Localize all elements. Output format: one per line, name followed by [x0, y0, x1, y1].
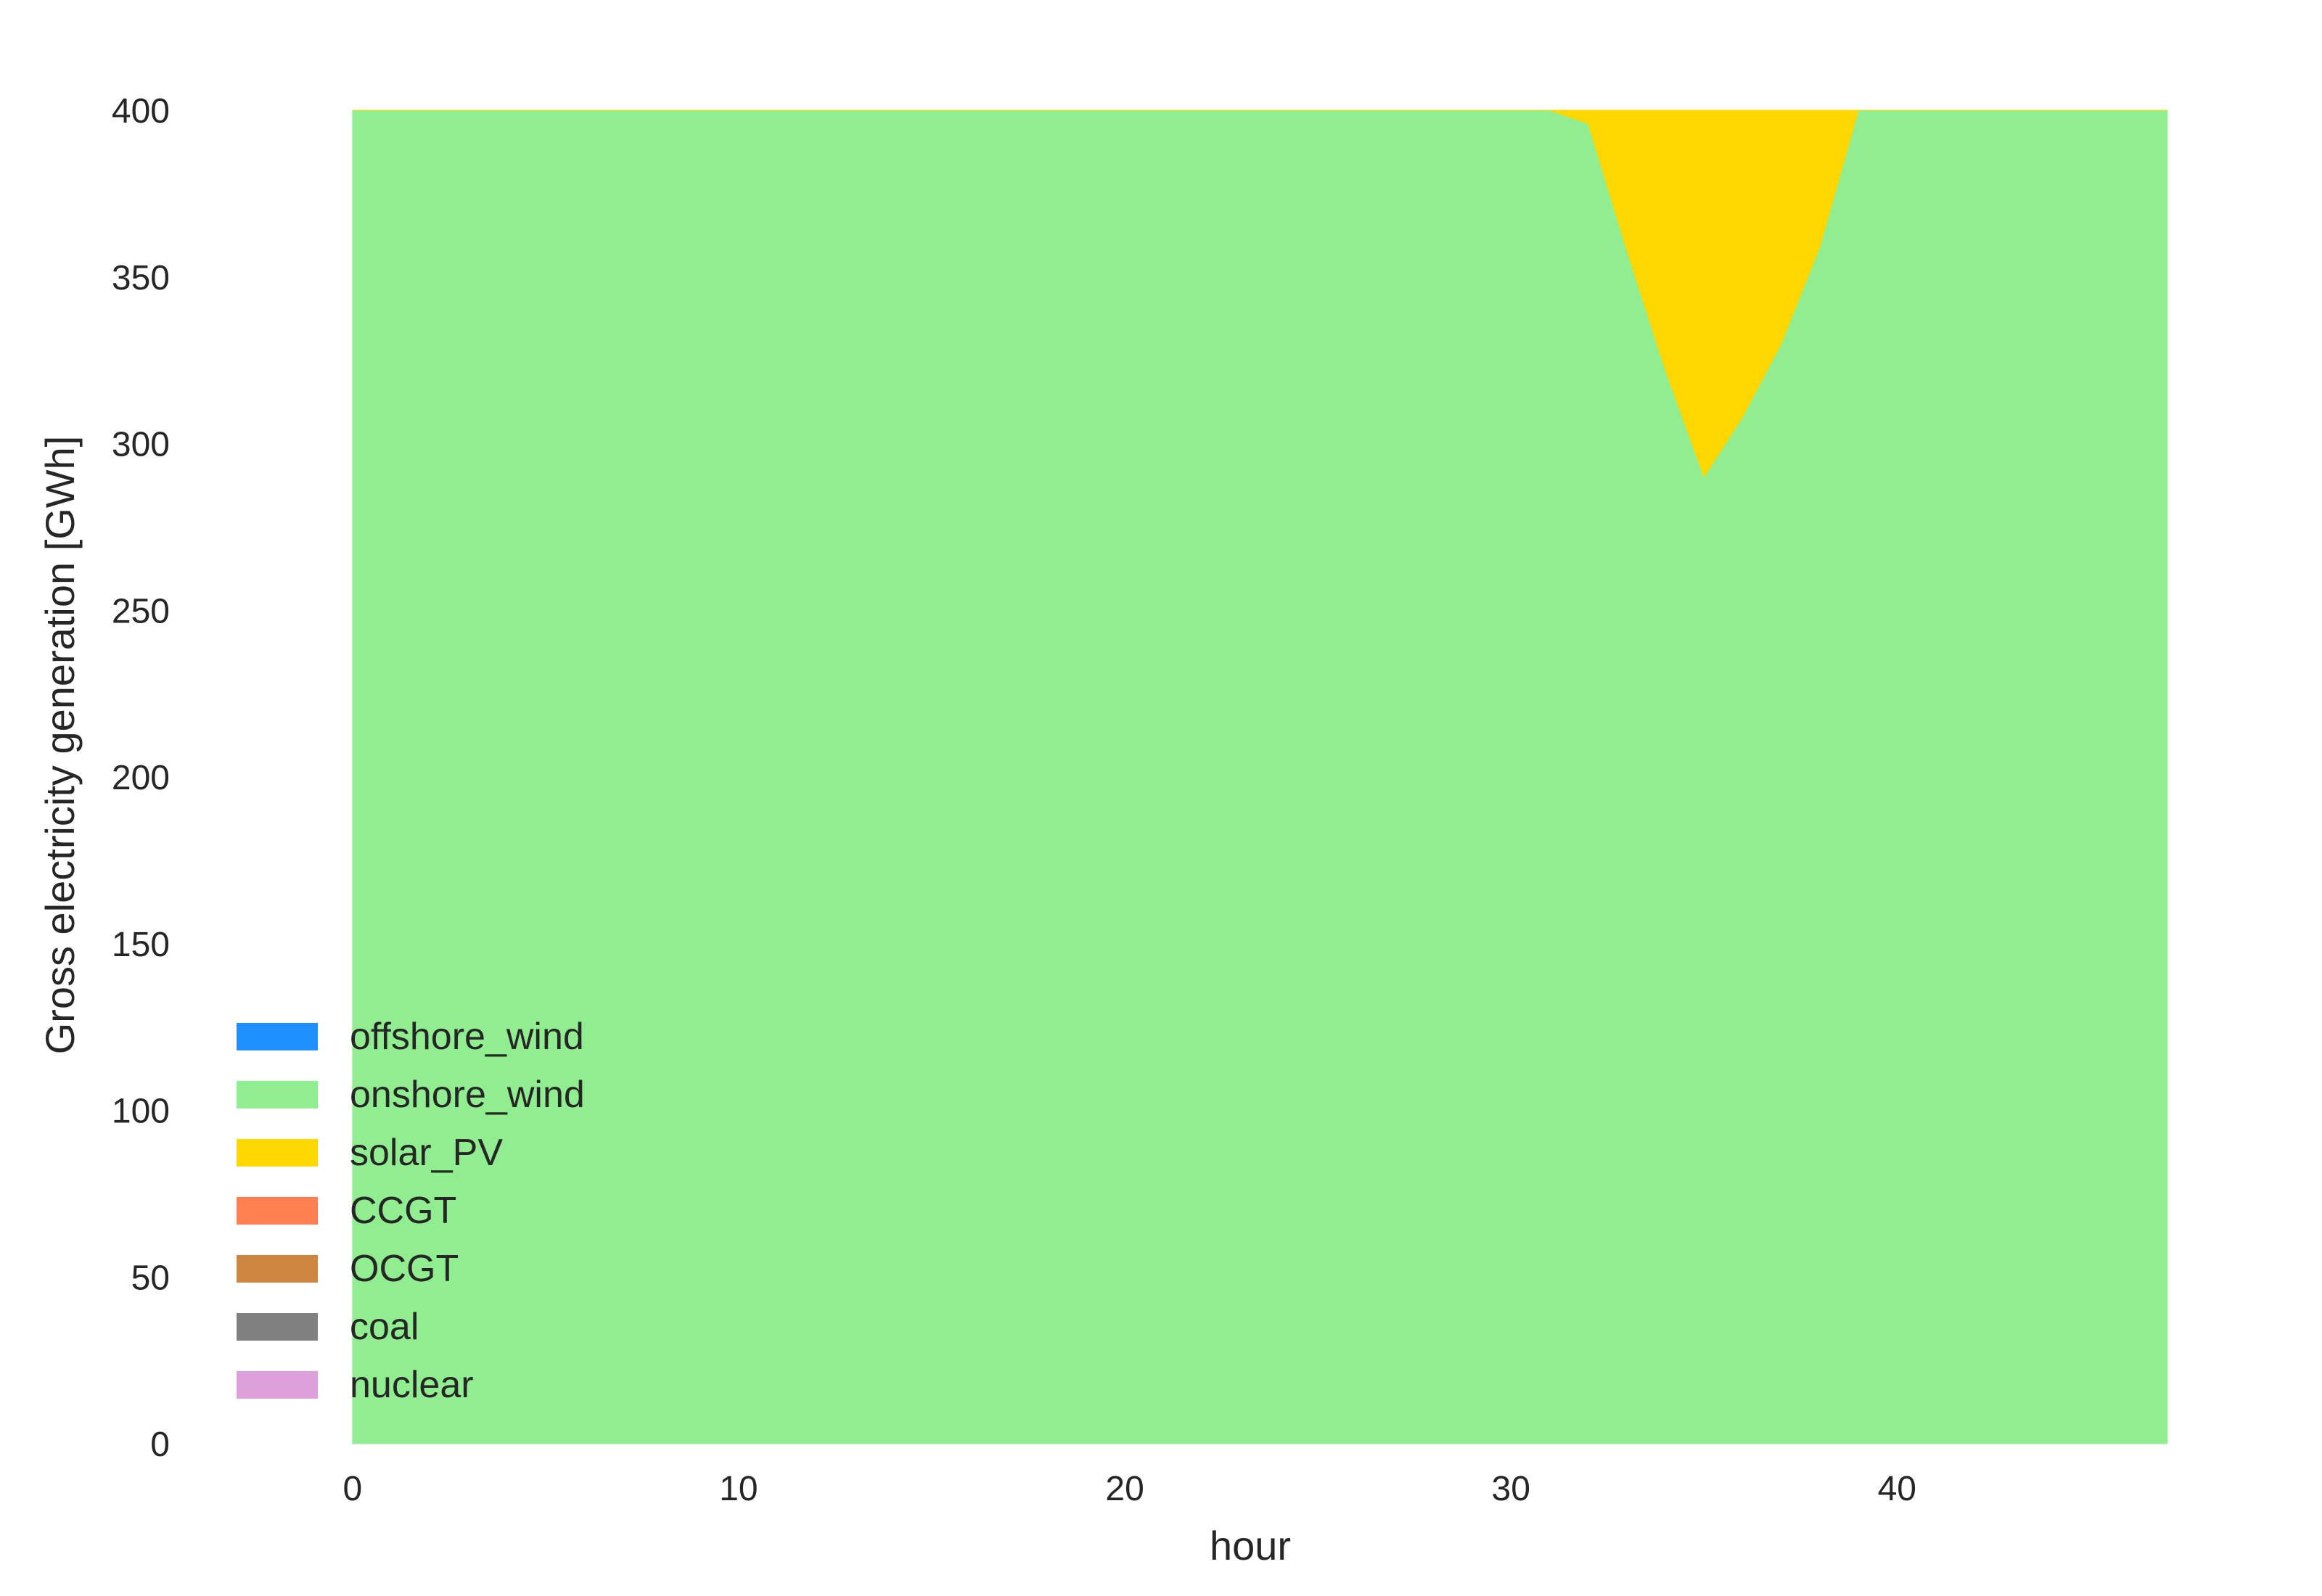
y-tick-label: 200	[112, 759, 170, 797]
legend-swatch-coal	[237, 1313, 318, 1341]
x-tick-label: 30	[1492, 1470, 1530, 1508]
y-axis-label: Gross electricity generation [GWh]	[37, 436, 83, 1055]
legend-swatch-nuclear	[237, 1371, 318, 1399]
y-tick-label: 0	[150, 1426, 170, 1464]
y-tick-label: 350	[112, 259, 170, 297]
y-tick-label: 150	[112, 926, 170, 964]
x-axis-ticks: 0 10 20 30 40	[342, 1470, 1916, 1508]
legend-label-ocgt: OCGT	[350, 1248, 459, 1290]
legend-label-nuclear: nuclear	[350, 1364, 474, 1406]
y-axis-ticks: 0 50 100 150 200 250 300 350 400	[112, 92, 170, 1464]
y-tick-label: 400	[112, 92, 170, 131]
x-tick-label: 40	[1878, 1470, 1916, 1508]
legend-label-ccgt: CCGT	[350, 1190, 456, 1232]
y-tick-label: 250	[112, 592, 170, 630]
legend-label-coal: coal	[350, 1306, 419, 1348]
legend-swatch-ocgt	[237, 1255, 318, 1283]
area-onshore-wind	[352, 110, 2168, 1444]
legend-label-onshore-wind: onshore_wind	[350, 1074, 585, 1116]
plot-areas	[352, 110, 2168, 1444]
legend-swatch-onshore-wind	[237, 1081, 318, 1108]
y-tick-label: 300	[112, 426, 170, 464]
x-tick-label: 0	[342, 1470, 362, 1508]
y-tick-label: 100	[112, 1093, 170, 1131]
legend-label-offshore-wind: offshore_wind	[350, 1016, 584, 1058]
x-tick-label: 20	[1105, 1470, 1144, 1508]
x-tick-label: 10	[719, 1470, 758, 1508]
legend-swatch-ccgt	[237, 1197, 318, 1225]
y-tick-label: 50	[131, 1259, 170, 1297]
legend-swatch-offshore-wind	[237, 1023, 318, 1050]
legend: offshore_wind onshore_wind solar_PV CCGT OCG…	[237, 1016, 585, 1406]
legend-label-solar-pv: solar_PV	[350, 1132, 503, 1174]
area-solar-pv	[352, 110, 2167, 478]
legend-swatch-solar-pv	[237, 1139, 318, 1167]
x-axis-label: hour	[1210, 1523, 1291, 1568]
